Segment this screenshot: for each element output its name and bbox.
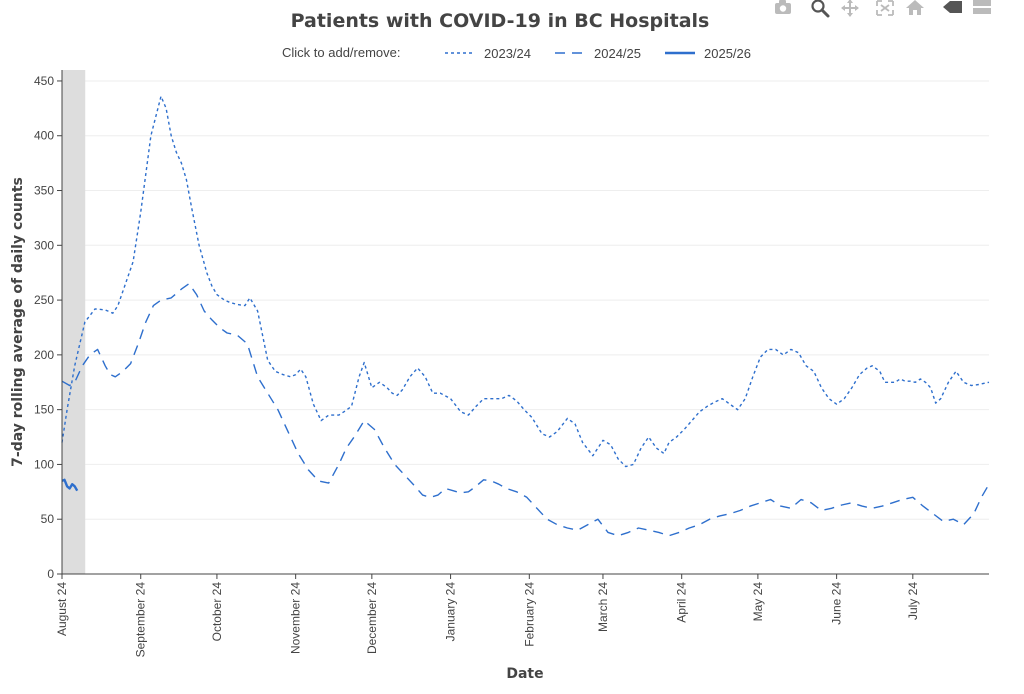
- y-tick-label: 350: [34, 184, 54, 198]
- series-line-2023-24: [61, 95, 990, 468]
- x-tick-label: February 24: [522, 582, 536, 647]
- x-tick-label: December 24: [365, 582, 379, 654]
- autoscale-icon[interactable]: [876, 0, 894, 16]
- x-axis-title: Date: [506, 666, 543, 682]
- x-tick-label: November 24: [289, 582, 303, 654]
- x-tick-label: July 24: [906, 582, 920, 620]
- legend-label: 2023/24: [484, 46, 531, 61]
- series-layer: [61, 95, 990, 537]
- hover-compare-icon[interactable]: [973, 0, 991, 14]
- pan-icon[interactable]: [841, 0, 859, 17]
- gridlines: [62, 80, 989, 520]
- y-tick-label: 50: [41, 512, 55, 526]
- current-period-shade: [62, 70, 86, 574]
- x-tick-label: October 24: [210, 582, 224, 642]
- legend-item-2025-26[interactable]: 2025/26: [665, 46, 751, 61]
- y-tick-label: 150: [34, 403, 54, 417]
- x-tick-label: January 24: [444, 582, 458, 642]
- y-tick-label: 400: [34, 129, 54, 143]
- x-tick-label: September 24: [134, 582, 148, 658]
- legend-label: 2024/25: [594, 46, 641, 61]
- legend-item-2023-24[interactable]: 2023/24: [445, 46, 531, 61]
- zoom-icon[interactable]: [811, 0, 830, 18]
- x-tick-label: May 24: [751, 582, 765, 622]
- y-tick-label: 450: [34, 74, 54, 88]
- modebar: [775, 0, 991, 18]
- legend-item-2024-25[interactable]: 2024/25: [555, 46, 641, 61]
- home-icon[interactable]: [906, 0, 924, 15]
- x-axis-ticks: August 24 September 24 October 24 November …: [55, 574, 920, 657]
- legend-title: Click to add/remove:: [282, 45, 401, 60]
- y-tick-label: 200: [34, 348, 54, 362]
- x-tick-label: August 24: [55, 582, 69, 636]
- legend: 2023/24 2024/25 2025/26: [445, 46, 751, 61]
- y-axis-ticks: 0 50 100 150 200 250 300 350 400 450: [34, 74, 62, 581]
- series-line-2025-26: [61, 478, 79, 492]
- camera-icon[interactable]: [775, 0, 791, 14]
- x-tick-label: March 24: [596, 582, 610, 632]
- y-tick-label: 300: [34, 238, 54, 252]
- series-line-2024-25: [61, 283, 990, 537]
- x-tick-label: June 24: [830, 582, 844, 625]
- x-tick-label: April 24: [675, 582, 689, 623]
- chart-title: Patients with COVID-19 in BC Hospitals: [291, 10, 710, 32]
- y-tick-label: 0: [47, 567, 54, 581]
- y-axis-title: 7-day rolling average of daily counts: [10, 177, 26, 467]
- spike-icon[interactable]: [943, 1, 962, 13]
- y-tick-label: 100: [34, 457, 54, 471]
- legend-label: 2025/26: [704, 46, 751, 61]
- y-tick-label: 250: [34, 293, 54, 307]
